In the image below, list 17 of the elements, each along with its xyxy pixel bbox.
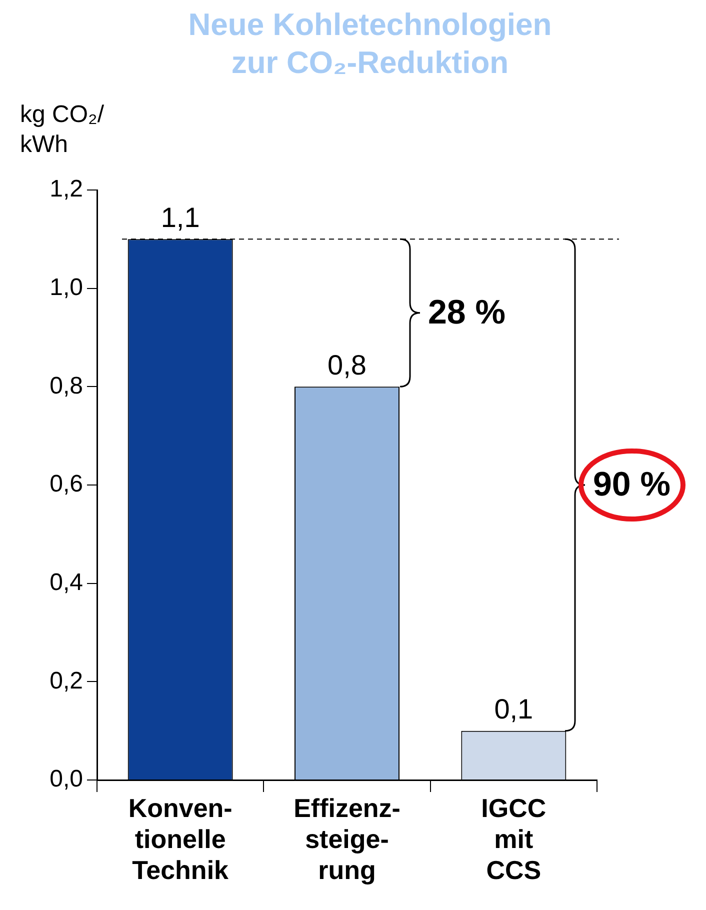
y-tick-label: 0,6 [50, 470, 83, 498]
y-tick-label: 1,2 [50, 176, 83, 203]
annotation: 90 % [593, 466, 670, 504]
data-label: 1,1 [160, 202, 200, 233]
x-tick-label: Effizenz- steige- rung [294, 792, 400, 886]
chart-title: Neue Kohletechnologien zur CO₂-Reduktion [187, 6, 553, 82]
x-tick-label: Konven- tionelle Technik [128, 792, 232, 886]
y-tick-label: 0,8 [50, 372, 83, 400]
data-label: 0,8 [328, 349, 366, 380]
y-axis-title: kg CO₂/ kWh [20, 100, 104, 160]
y-tick-label: 0,0 [50, 766, 83, 793]
data-label: 0,1 [494, 694, 534, 725]
y-tick-label: 1,0 [50, 274, 83, 301]
annotation: 28 % [428, 293, 506, 332]
y-tick-label: 0,2 [50, 667, 83, 694]
x-tick-label: IGCC mit CCS [481, 792, 546, 886]
y-tick-label: 0,4 [50, 568, 83, 596]
